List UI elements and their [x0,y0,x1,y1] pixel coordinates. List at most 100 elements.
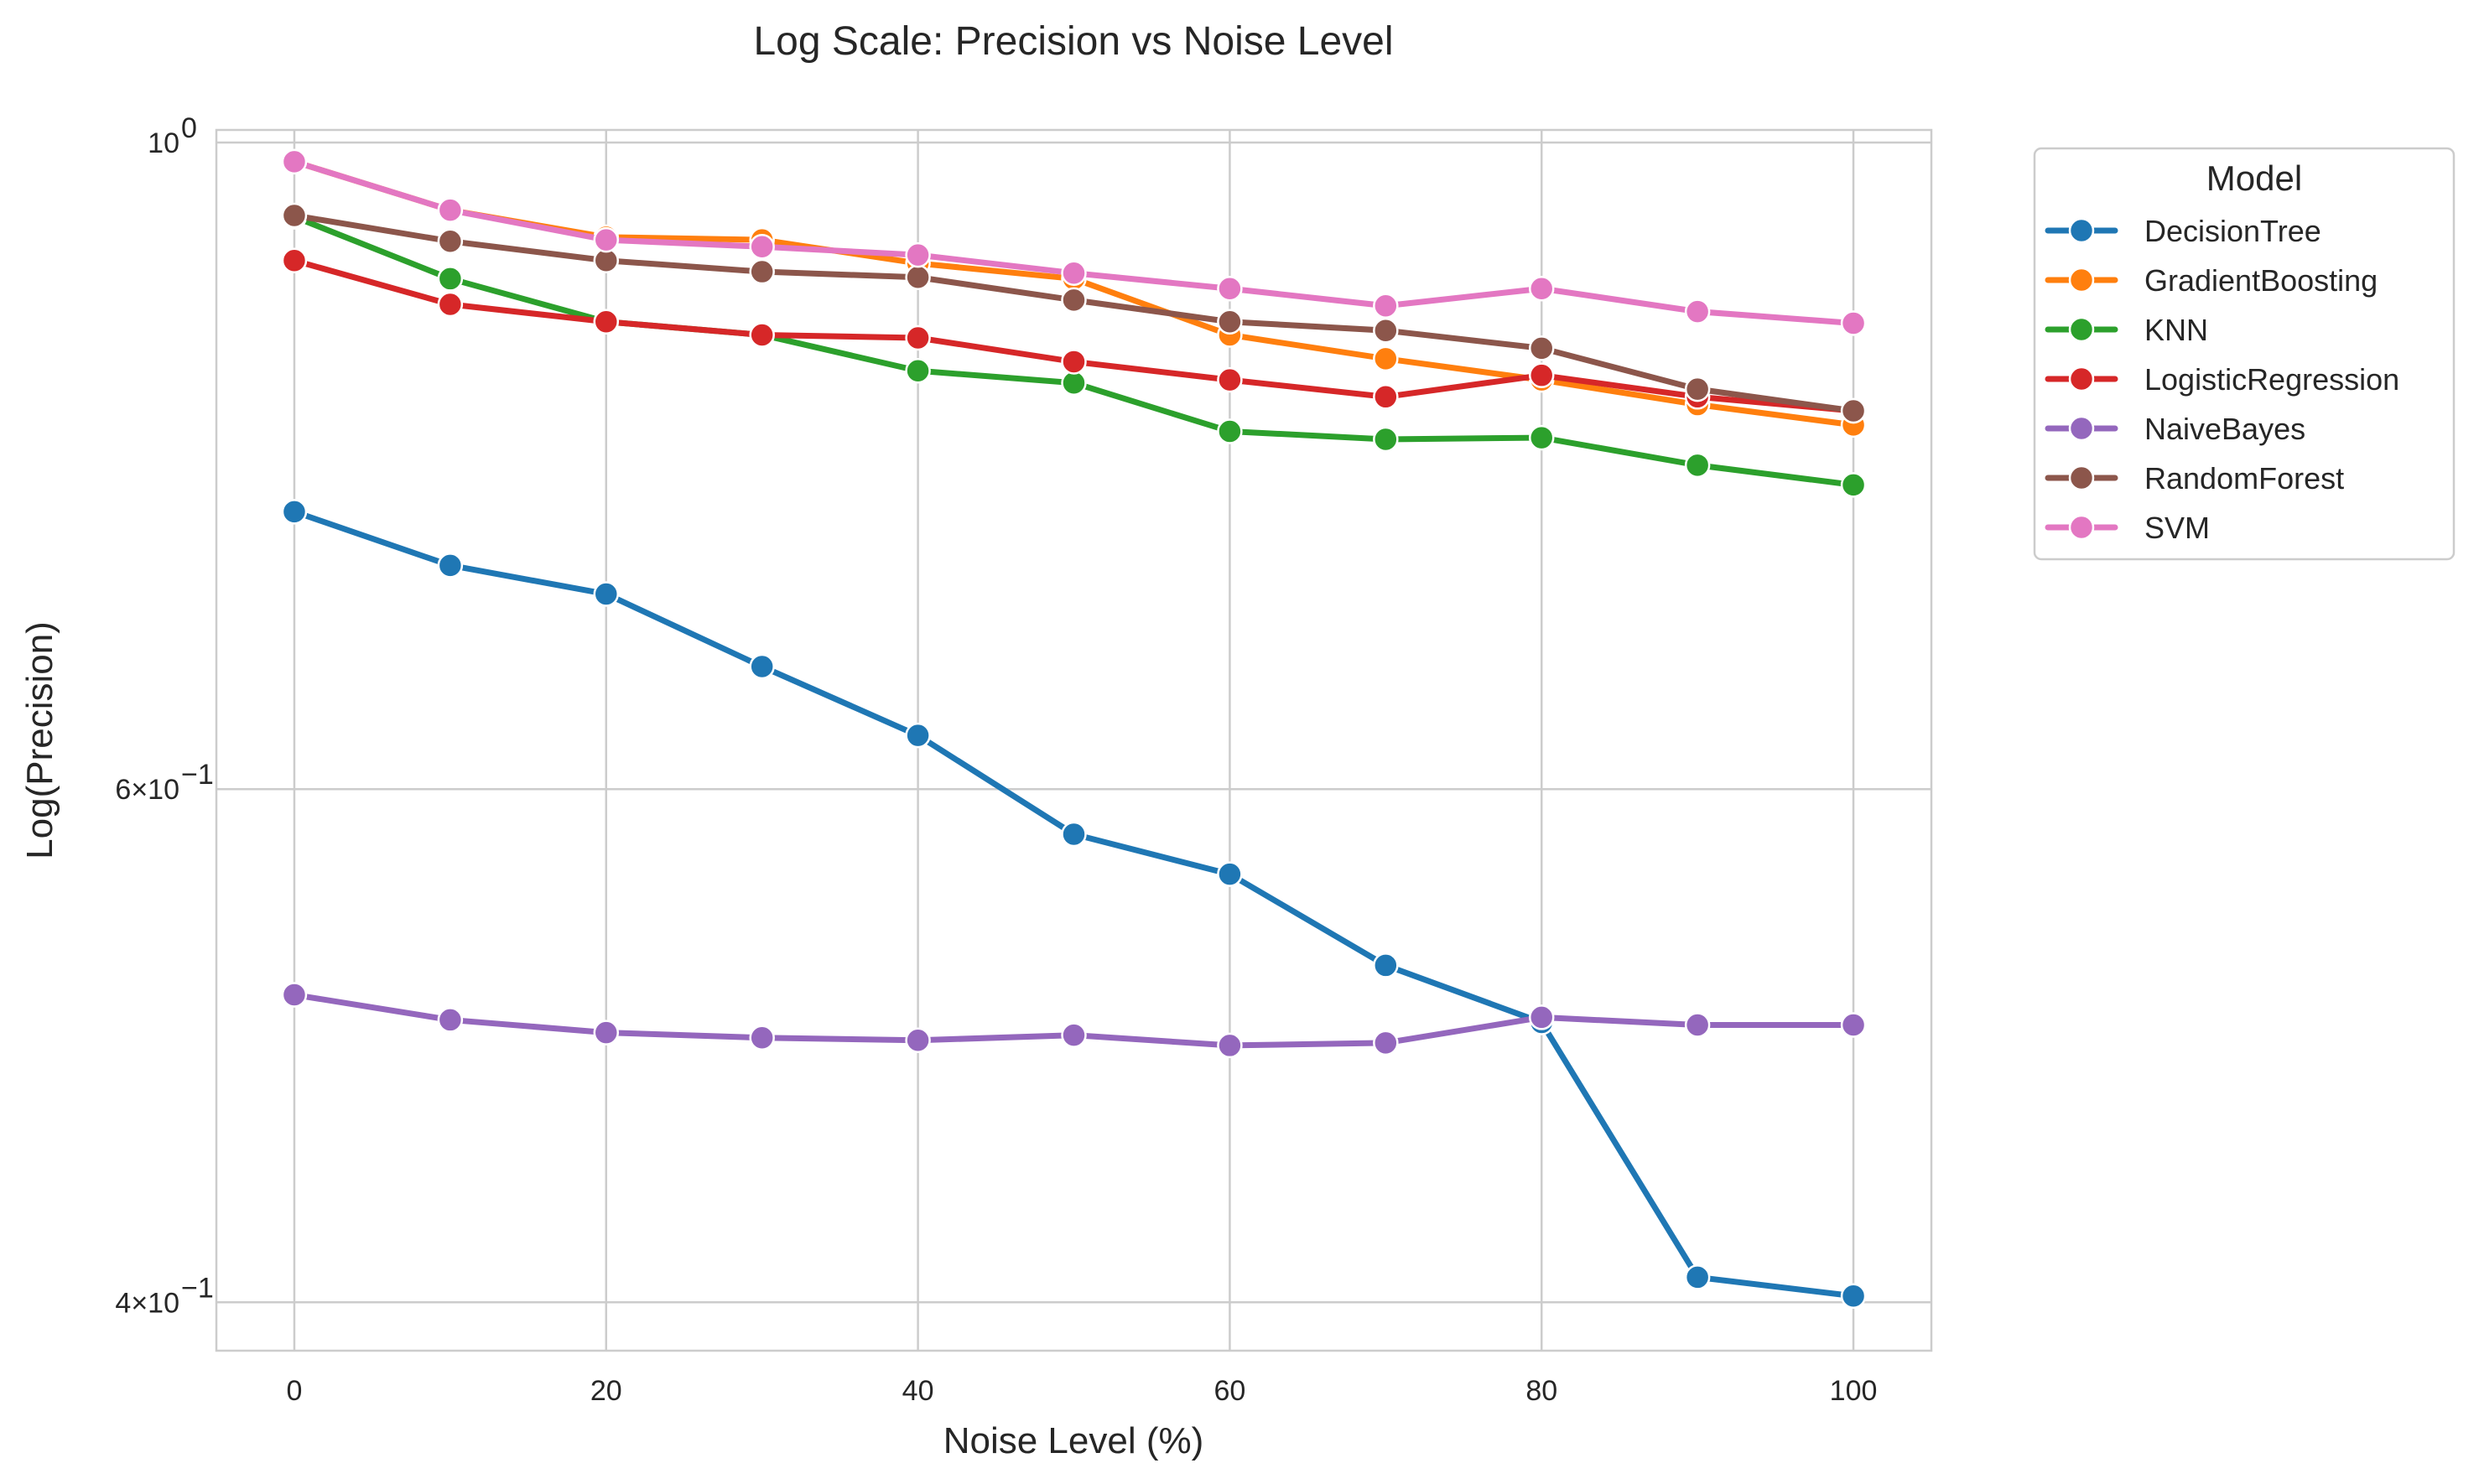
data-point-randomforest [1684,376,1711,402]
data-point-knn [1528,424,1555,451]
legend-item-randomforest: RandomForest [2045,461,2344,496]
data-point-naivebayes [1061,1022,1087,1048]
x-tick-label: 60 [1214,1375,1245,1407]
data-point-svm [1528,276,1555,302]
y-tick-mantissa: 10 [148,127,179,159]
legend-label: LogisticRegression [2144,362,2399,397]
series-randomforest [281,202,1867,424]
data-point-knn [437,266,464,292]
data-point-naivebayes [1373,1030,1399,1056]
data-point-svm [1373,293,1399,319]
series-naivebayes [281,982,1867,1059]
data-point-naivebayes [593,1020,620,1046]
data-point-knn [1217,418,1243,444]
plot-frame [215,128,1933,1352]
data-point-decisiontree [749,653,775,680]
legend: Model DecisionTree GradientBoosting KNN Log… [2033,147,2456,561]
data-point-randomforest [1061,287,1087,314]
data-point-knn [1061,370,1087,397]
x-axis-label: Noise Level (%) [943,1420,1204,1461]
legend-item-svm: SVM [2045,511,2210,545]
data-point-logisticregression [1217,366,1243,393]
legend-item-gradientboosting: GradientBoosting [2045,263,2378,298]
data-point-naivebayes [437,1007,464,1033]
y-tick-label: 6×10 −1 [115,759,213,806]
legend-item-decisiontree: DecisionTree [2045,214,2321,248]
data-point-logisticregression [1061,349,1087,375]
data-point-randomforest [1373,317,1399,344]
data-point-decisiontree [1217,861,1243,887]
data-point-logisticregression [905,324,931,351]
data-point-logisticregression [437,291,464,318]
legend-swatch-marker [2068,217,2095,244]
data-point-logisticregression [281,247,308,273]
data-point-naivebayes [1217,1032,1243,1059]
legend-label: SVM [2144,511,2210,545]
legend-label: DecisionTree [2144,214,2321,248]
legend-swatch-marker [2068,514,2095,541]
data-point-naivebayes [1528,1004,1555,1030]
data-point-knn [1840,472,1867,498]
data-point-svm [905,241,931,268]
data-point-svm [749,234,775,260]
data-point-svm [437,197,464,223]
data-point-decisiontree [905,722,931,749]
data-point-decisiontree [437,553,464,579]
data-point-decisiontree [281,499,308,525]
data-point-naivebayes [1684,1012,1711,1038]
data-point-naivebayes [1840,1012,1867,1038]
data-point-svm [1840,310,1867,336]
legend-swatch-marker [2068,415,2095,442]
data-point-svm [1061,260,1087,286]
y-tick-mantissa: 6×10 [115,774,179,806]
data-point-decisiontree [1684,1264,1711,1290]
y-tick-label: 10 0 [148,112,197,159]
data-point-logisticregression [749,322,775,348]
data-point-decisiontree [1061,821,1087,848]
data-point-naivebayes [281,982,308,1008]
legend-item-knn: KNN [2045,313,2208,347]
y-tick-exponent: −1 [181,759,214,791]
legend-frame [2033,147,2456,561]
legend-items: DecisionTree GradientBoosting KNN LogisticR… [2045,214,2399,545]
series-layer [281,148,1867,1310]
y-tick-exponent: 0 [181,112,197,144]
legend-label: RandomForest [2144,461,2344,496]
legend-swatch-marker [2068,267,2095,293]
data-point-logisticregression [1528,362,1555,388]
data-point-randomforest [437,228,464,254]
x-tick-label: 40 [902,1375,934,1407]
data-point-gradientboosting [1373,345,1399,372]
data-point-randomforest [1840,397,1867,424]
data-point-knn [1684,452,1711,479]
data-point-decisiontree [1373,952,1399,978]
y-tick-mantissa: 4×10 [115,1287,179,1319]
data-point-randomforest [749,258,775,285]
chart-title: Log Scale: Precision vs Noise Level [753,19,1393,64]
legend-swatch-marker [2068,464,2095,491]
x-tick-label: 0 [286,1375,302,1407]
legend-label: KNN [2144,313,2208,347]
data-point-svm [1217,276,1243,302]
data-point-naivebayes [749,1025,775,1051]
legend-swatch-marker [2068,316,2095,343]
y-tick-label: 4×10 −1 [115,1272,213,1319]
data-point-logisticregression [1373,384,1399,410]
x-tick-label: 20 [590,1375,622,1407]
legend-swatch-marker [2068,366,2095,392]
y-axis-label: Log(Precision) [19,621,60,859]
data-point-randomforest [281,202,308,229]
series-svm [281,148,1867,336]
legend-label: GradientBoosting [2144,263,2378,298]
data-point-naivebayes [905,1027,931,1054]
data-point-svm [593,226,620,253]
legend-label: NaiveBayes [2144,412,2305,446]
data-point-randomforest [1528,335,1555,361]
data-point-knn [1373,426,1399,453]
data-point-svm [281,148,308,175]
data-point-knn [905,357,931,384]
y-tick-exponent: −1 [181,1272,214,1304]
data-point-randomforest [1217,309,1243,335]
